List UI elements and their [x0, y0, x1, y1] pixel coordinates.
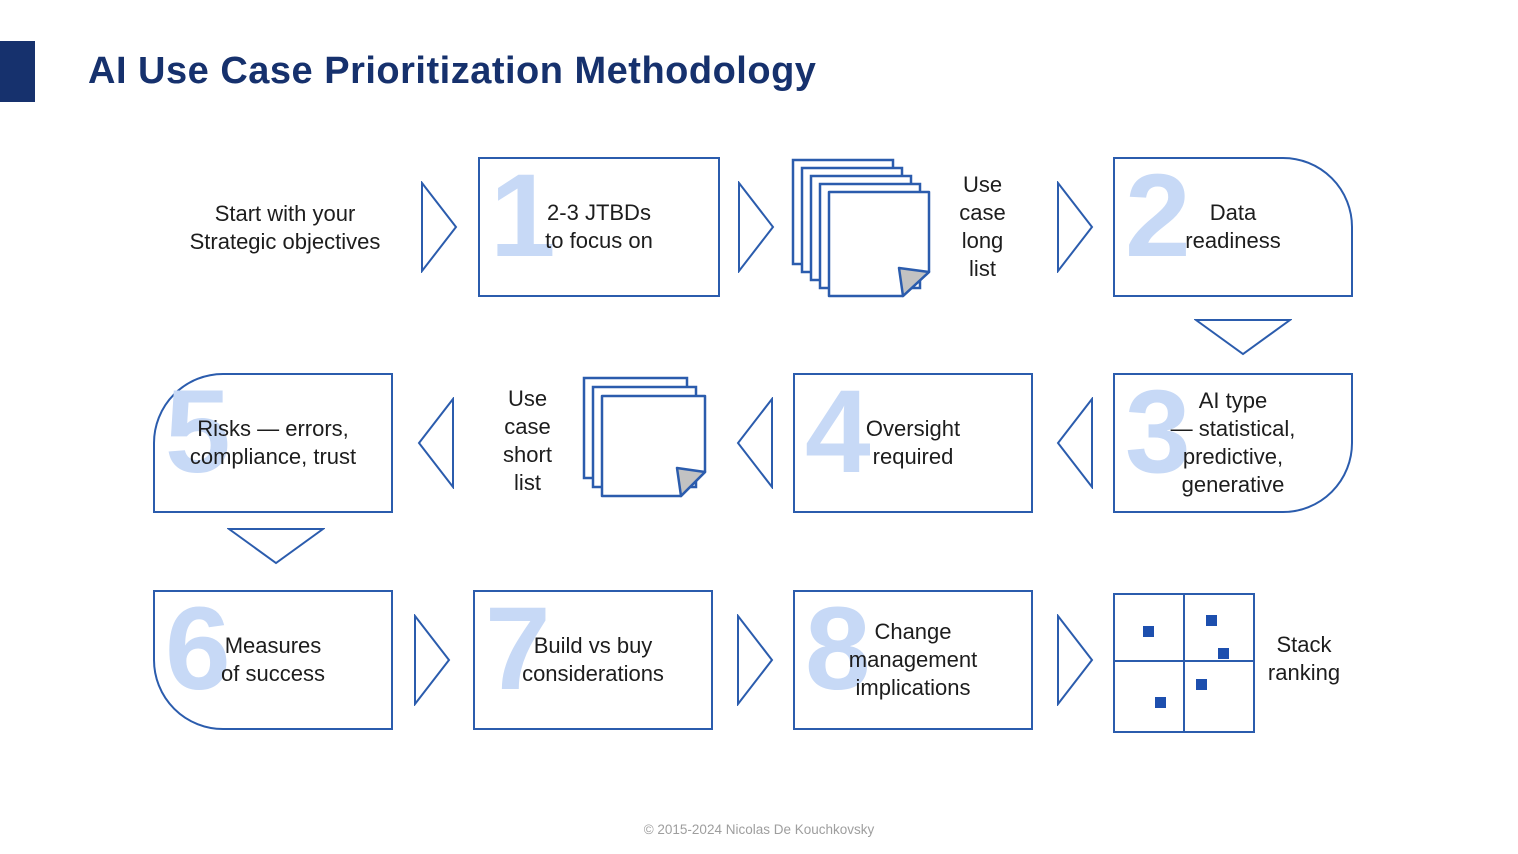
arrow-down-icon: [1192, 318, 1294, 361]
scatter-quadrant-icon: [1113, 593, 1255, 739]
arrow-left-icon: [736, 396, 774, 494]
step-box-2: 2 Data readiness: [1113, 157, 1353, 297]
step-box-1: 1 2-3 JTBDs to focus on: [478, 157, 720, 297]
step-box-7: 7 Build vs buy considerations: [473, 590, 713, 730]
arrow-down-icon: [225, 527, 327, 570]
notes-stack-icon: [789, 156, 933, 307]
footer-copyright: © 2015-2024 Nicolas De Kouchkovsky: [643, 822, 875, 837]
step-box-6: 6 Measures of success: [153, 590, 393, 730]
arrow-left-icon: [1056, 396, 1094, 494]
arrow-right-icon: [737, 180, 775, 278]
step-label: 2-3 JTBDs to focus on: [545, 200, 653, 253]
arrow-left-icon: [417, 396, 455, 494]
step-box-5: 5 Risks — errors, compliance, trust: [153, 373, 393, 513]
step-label: Oversight required: [865, 416, 961, 469]
step-label: AI type — statistical, predictive, gener…: [1170, 388, 1296, 497]
arrow-right-icon: [1056, 613, 1094, 711]
step-label: Build vs buy considerations: [522, 633, 664, 686]
title-accent-bar: [0, 41, 35, 102]
step-number: 1: [490, 150, 556, 282]
step-box-8: 8 Change management implications: [793, 590, 1033, 730]
arrow-right-icon: [413, 613, 451, 711]
long-list-label: Use case long list: [959, 172, 1006, 281]
step-label: Change management implications: [848, 619, 978, 700]
step-number: 7: [485, 583, 551, 715]
step-number: 8: [805, 583, 871, 715]
step-number: 2: [1125, 150, 1191, 282]
short-list-label: Use case short list: [503, 386, 552, 495]
step-box-3: 3 AI type — statistical, predictive, gen…: [1113, 373, 1353, 513]
arrow-right-icon: [420, 180, 458, 278]
step-number: 3: [1125, 366, 1191, 498]
notes-stack-icon: [582, 376, 708, 505]
start-label: Start with your Strategic objectives: [189, 201, 381, 254]
stack-ranking-label: Stack ranking: [1267, 632, 1341, 685]
step-number: 5: [165, 366, 231, 498]
step-box-4: 4 Oversight required: [793, 373, 1033, 513]
page-title: AI Use Case Prioritization Methodology: [88, 50, 817, 92]
step-number: 6: [165, 583, 231, 715]
step-label: Risks — errors, compliance, trust: [189, 416, 357, 469]
arrow-right-icon: [736, 613, 774, 711]
step-number: 4: [805, 366, 871, 498]
arrow-right-icon: [1056, 180, 1094, 278]
step-label: Measures of success: [221, 633, 325, 686]
step-label: Data readiness: [1185, 200, 1281, 253]
